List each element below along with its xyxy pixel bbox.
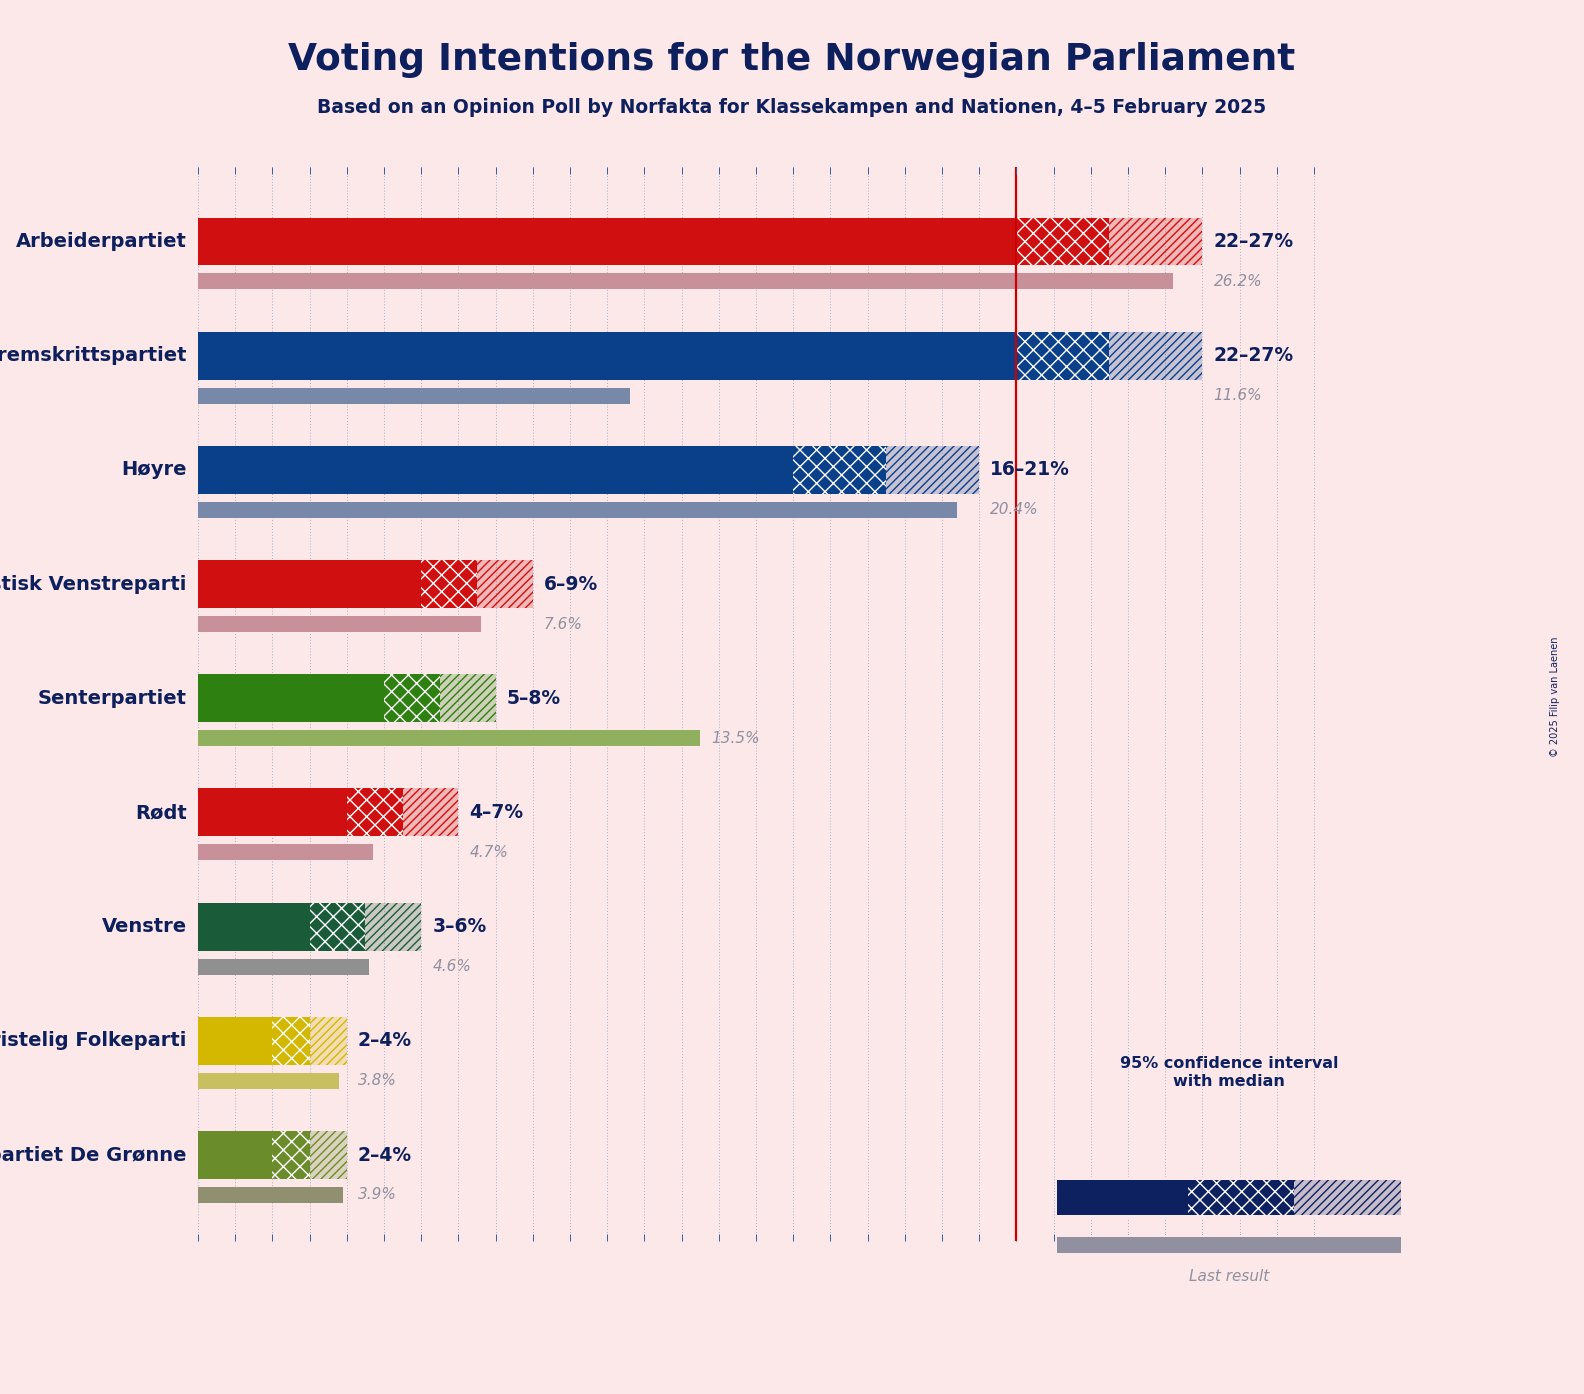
Bar xyxy=(309,1016,347,1065)
Text: 3.9%: 3.9% xyxy=(358,1188,398,1203)
Text: 95% confidence interval
with median: 95% confidence interval with median xyxy=(1120,1057,1338,1089)
Text: 2–4%: 2–4% xyxy=(358,1146,412,1164)
Bar xyxy=(347,789,402,836)
Bar xyxy=(1017,217,1109,265)
Text: Venstre: Venstre xyxy=(101,917,187,937)
Bar xyxy=(198,616,480,631)
Bar xyxy=(1058,1236,1402,1253)
Bar xyxy=(440,675,496,722)
Bar xyxy=(272,1131,309,1179)
Bar xyxy=(1188,1179,1294,1216)
Text: 3.8%: 3.8% xyxy=(358,1073,398,1089)
Bar xyxy=(477,560,532,608)
Bar xyxy=(477,560,532,608)
Bar xyxy=(198,560,421,608)
Text: 6–9%: 6–9% xyxy=(543,574,599,594)
Text: Miljøpartiet De Grønne: Miljøpartiet De Grønne xyxy=(0,1146,187,1164)
Text: 4.6%: 4.6% xyxy=(432,959,470,974)
Bar xyxy=(198,273,1172,290)
Bar xyxy=(198,903,309,951)
Bar xyxy=(198,502,957,517)
Bar xyxy=(1058,1179,1188,1216)
Bar xyxy=(366,903,421,951)
Text: 11.6%: 11.6% xyxy=(1213,388,1262,403)
Text: 3–6%: 3–6% xyxy=(432,917,486,937)
Text: Voting Intentions for the Norwegian Parliament: Voting Intentions for the Norwegian Parl… xyxy=(288,42,1296,78)
Text: 13.5%: 13.5% xyxy=(711,730,760,746)
Text: Rødt: Rødt xyxy=(135,803,187,822)
Text: Kristelig Folkeparti: Kristelig Folkeparti xyxy=(0,1032,187,1050)
Bar xyxy=(1017,332,1109,379)
Text: © 2025 Filip van Laenen: © 2025 Filip van Laenen xyxy=(1551,637,1560,757)
Bar xyxy=(309,1131,347,1179)
Bar xyxy=(1294,1179,1400,1216)
Bar xyxy=(198,446,794,493)
Bar xyxy=(402,789,458,836)
Bar xyxy=(1109,332,1202,379)
Bar xyxy=(885,446,979,493)
Bar xyxy=(794,446,885,493)
Bar xyxy=(198,1186,344,1203)
Bar xyxy=(1294,1179,1400,1216)
Bar xyxy=(198,789,347,836)
Text: 4–7%: 4–7% xyxy=(469,803,524,822)
Bar xyxy=(885,446,979,493)
Text: Last result: Last result xyxy=(1190,1269,1269,1284)
Bar xyxy=(383,675,440,722)
Bar xyxy=(309,1016,347,1065)
Bar xyxy=(272,1016,309,1065)
Bar xyxy=(309,1131,347,1179)
Bar xyxy=(198,730,700,746)
Bar xyxy=(1109,217,1202,265)
Bar xyxy=(309,903,366,951)
Text: Sosialistisk Venstreparti: Sosialistisk Venstreparti xyxy=(0,574,187,594)
Text: 7.6%: 7.6% xyxy=(543,616,583,631)
Bar xyxy=(198,1016,272,1065)
Bar xyxy=(198,675,383,722)
Bar xyxy=(366,903,421,951)
Text: 22–27%: 22–27% xyxy=(1213,346,1294,365)
Bar xyxy=(1109,217,1202,265)
Bar xyxy=(198,1131,272,1179)
Bar xyxy=(198,1073,339,1089)
Text: Arbeiderpartiet: Arbeiderpartiet xyxy=(16,231,187,251)
Text: Høyre: Høyre xyxy=(122,460,187,480)
Text: Fremskrittspartiet: Fremskrittspartiet xyxy=(0,346,187,365)
Text: Based on an Opinion Poll by Norfakta for Klassekampen and Nationen, 4–5 February: Based on an Opinion Poll by Norfakta for… xyxy=(317,98,1267,117)
Text: 4.7%: 4.7% xyxy=(469,845,508,860)
Bar xyxy=(1109,332,1202,379)
Bar xyxy=(198,845,372,860)
Text: 22–27%: 22–27% xyxy=(1213,231,1294,251)
Bar xyxy=(198,217,1017,265)
Text: 5–8%: 5–8% xyxy=(507,689,561,708)
Bar xyxy=(440,675,496,722)
Bar xyxy=(421,560,477,608)
Bar xyxy=(402,789,458,836)
Text: 20.4%: 20.4% xyxy=(990,502,1039,517)
Bar xyxy=(198,959,369,974)
Bar xyxy=(198,332,1017,379)
Text: 2–4%: 2–4% xyxy=(358,1032,412,1050)
Text: 26.2%: 26.2% xyxy=(1213,275,1262,289)
Text: 16–21%: 16–21% xyxy=(990,460,1071,480)
Bar xyxy=(198,388,629,404)
Text: Senterpartiet: Senterpartiet xyxy=(38,689,187,708)
